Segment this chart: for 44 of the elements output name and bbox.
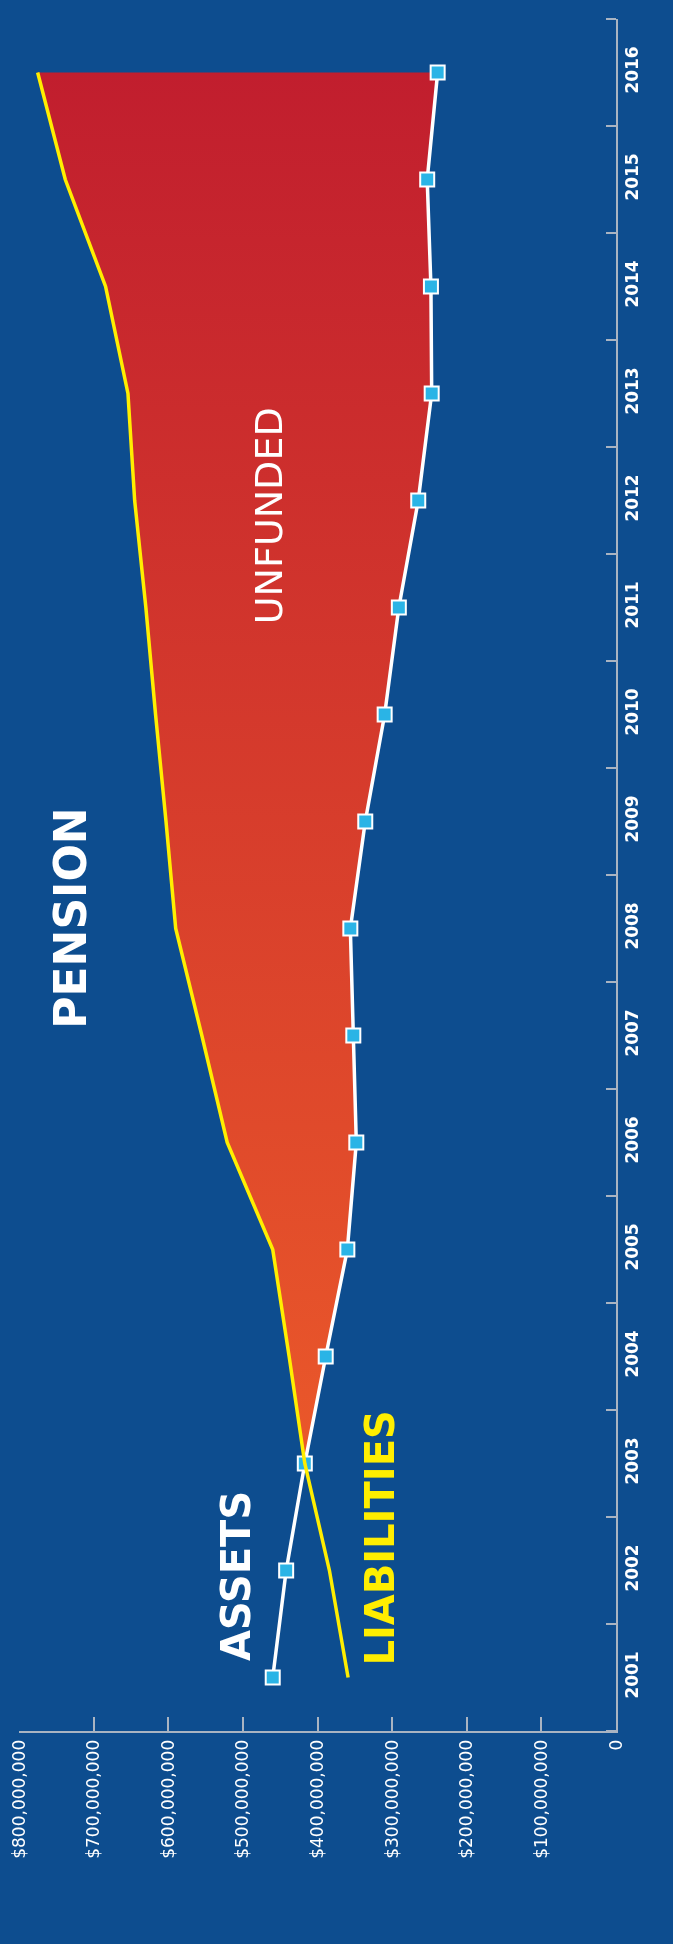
point [376,706,393,723]
point [339,1241,356,1258]
x-tick-label: $800,000,000 [8,1739,29,1859]
x-tick-label: $100,000,000 [530,1739,551,1859]
text: ASSETS [213,1490,260,1662]
y-tick-label: 2015 [622,153,643,201]
y-tick-label: 2002 [622,1544,643,1592]
y-tick-label: 2013 [622,367,643,415]
y-tick-label: 2012 [622,474,643,522]
x-tick-label: 0 [605,1739,626,1751]
point [342,920,359,937]
y-tick-label: 2016 [622,46,643,94]
point [423,385,440,402]
point [317,1348,334,1365]
x-tick-label: $700,000,000 [83,1739,104,1859]
y-tick-label: 2003 [622,1437,643,1485]
annotation: UNFUNDED [247,407,292,625]
y-tick-label: 2011 [622,581,643,629]
point [429,64,446,81]
point [422,278,439,295]
y-tick-label: 2004 [622,1330,643,1378]
point [357,813,374,830]
point [264,1669,281,1686]
text: PENSION [45,807,97,1029]
y-tick-label: 2005 [622,1223,643,1271]
x-tick-label: $600,000,000 [157,1739,178,1859]
point [419,171,436,188]
point [410,492,427,509]
y-tick-label: 2010 [622,688,643,736]
y-tick-label: 2009 [622,795,643,843]
x-tick-label: $300,000,000 [381,1739,402,1859]
point [278,1562,295,1579]
point [345,1027,362,1044]
x-tick-label: $200,000,000 [456,1739,477,1859]
y-tick-label: 2014 [622,260,643,308]
point [390,599,407,616]
y-tick-label: 2001 [622,1651,643,1699]
y-tick-label: 2008 [622,902,643,950]
text: LIABILITIES [356,1410,403,1666]
x-tick-label: $400,000,000 [307,1739,328,1859]
y-tick-label: 2006 [622,1116,643,1164]
x-tick-label: $500,000,000 [232,1739,253,1859]
point [348,1134,365,1151]
y-tick-label: 2007 [622,1009,643,1057]
